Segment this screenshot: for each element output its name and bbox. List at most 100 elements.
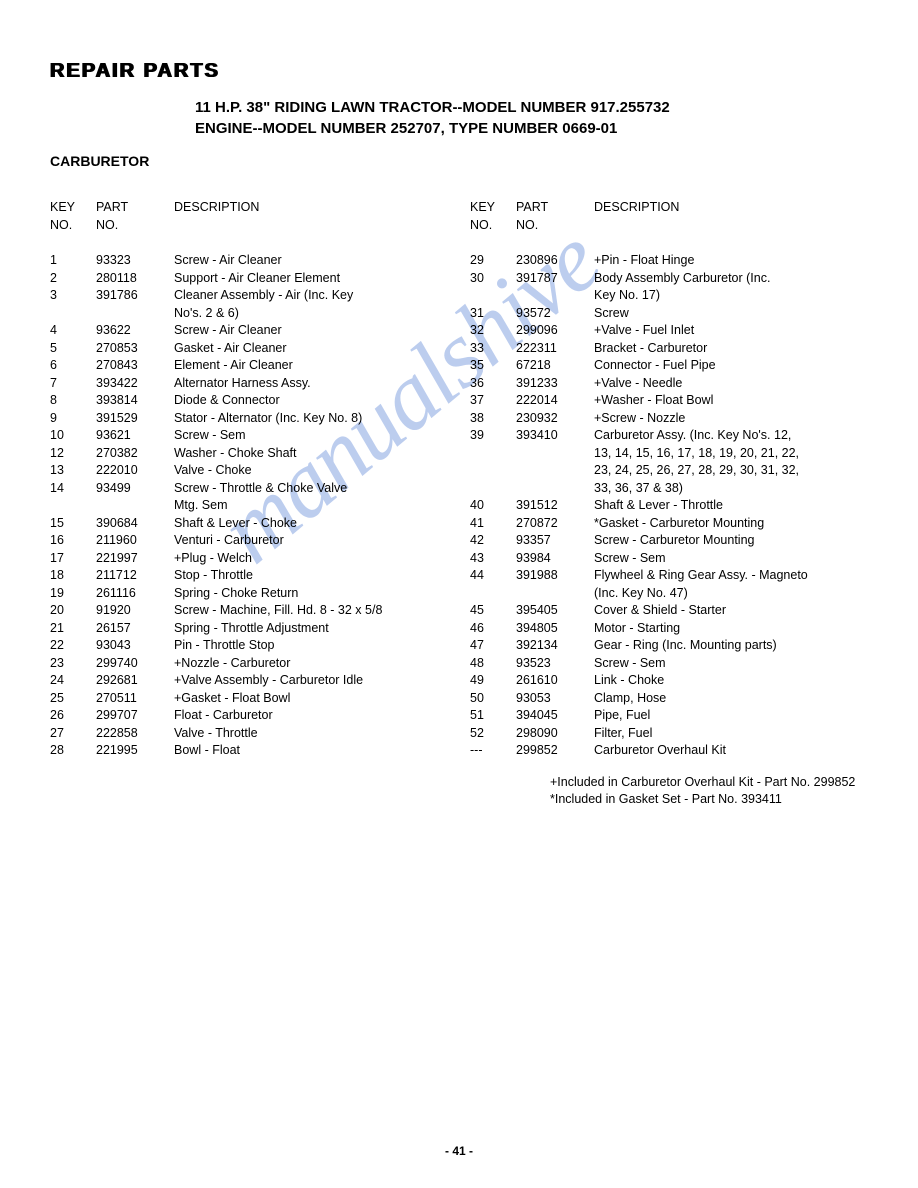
right-parts-table: KEYNO. PARTNO. DESCRIPTION 29230896+Pin …	[470, 199, 816, 760]
cell-keyno: 14	[50, 480, 96, 498]
table-row: 4893523Screw - Sem	[470, 655, 816, 673]
cell-keyno: 32	[470, 322, 516, 340]
cell-desc: +Gasket - Float Bowl	[174, 690, 390, 708]
table-row: 32299096+Valve - Fuel Inlet	[470, 322, 816, 340]
cell-partno: 292681	[96, 672, 174, 690]
cell-partno: 211960	[96, 532, 174, 550]
table-row: 193323Screw - Air Cleaner	[50, 252, 390, 270]
cell-keyno: 40	[470, 497, 516, 515]
cell-desc: Mtg. Sem	[174, 497, 390, 515]
table-row: 23, 24, 25, 26, 27, 28, 29, 30, 31, 32,	[470, 462, 816, 480]
cell-desc: Pipe, Fuel	[594, 707, 816, 725]
header-desc: DESCRIPTION	[594, 199, 816, 252]
cell-desc: Screw - Machine, Fill. Hd. 8 - 32 x 5/8	[174, 602, 390, 620]
cell-desc: No's. 2 & 6)	[174, 305, 390, 323]
cell-desc: Body Assembly Carburetor (Inc.	[594, 270, 816, 288]
main-title: REPAIR PARTS	[50, 60, 868, 83]
table-row: 38230932+Screw - Nozzle	[470, 410, 816, 428]
cell-desc: +Nozzle - Carburetor	[174, 655, 390, 673]
cell-partno: 393814	[96, 392, 174, 410]
table-row: 7393422Alternator Harness Assy.	[50, 375, 390, 393]
cell-keyno: 45	[470, 602, 516, 620]
cell-partno: 93357	[516, 532, 594, 550]
sub-header-line2: ENGINE--MODEL NUMBER 252707, TYPE NUMBER…	[195, 118, 868, 139]
table-row: 25270511+Gasket - Float Bowl	[50, 690, 390, 708]
cell-partno	[516, 287, 594, 305]
cell-keyno	[470, 462, 516, 480]
page-number: - 41 -	[0, 1144, 918, 1158]
cell-partno: 261116	[96, 585, 174, 603]
cell-keyno: 21	[50, 620, 96, 638]
cell-partno: 26157	[96, 620, 174, 638]
cell-partno: 93984	[516, 550, 594, 568]
cell-partno: 270382	[96, 445, 174, 463]
cell-desc: +Valve - Fuel Inlet	[594, 322, 816, 340]
cell-keyno: 33	[470, 340, 516, 358]
header-partno: PARTNO.	[516, 199, 594, 252]
table-row: 9391529Stator - Alternator (Inc. Key No.…	[50, 410, 390, 428]
cell-keyno: 25	[50, 690, 96, 708]
cell-partno: 230896	[516, 252, 594, 270]
cell-partno: 270872	[516, 515, 594, 533]
cell-keyno: 50	[470, 690, 516, 708]
cell-desc: +Pin - Float Hinge	[594, 252, 816, 270]
cell-partno: 93323	[96, 252, 174, 270]
cell-partno: 280118	[96, 270, 174, 288]
cell-desc: Valve - Choke	[174, 462, 390, 480]
table-row: 40391512Shaft & Lever - Throttle	[470, 497, 816, 515]
cell-partno: 222014	[516, 392, 594, 410]
cell-desc: Valve - Throttle	[174, 725, 390, 743]
cell-desc: Stator - Alternator (Inc. Key No. 8)	[174, 410, 390, 428]
table-row: 8393814Diode & Connector	[50, 392, 390, 410]
cell-desc: Connector - Fuel Pipe	[594, 357, 816, 375]
cell-partno	[516, 585, 594, 603]
table-row: 39393410Carburetor Assy. (Inc. Key No's.…	[470, 427, 816, 445]
table-row: 19261116Spring - Choke Return	[50, 585, 390, 603]
right-column: KEYNO. PARTNO. DESCRIPTION 29230896+Pin …	[470, 199, 868, 809]
cell-partno: 67218	[516, 357, 594, 375]
cell-keyno: 15	[50, 515, 96, 533]
table-row: 3567218Connector - Fuel Pipe	[470, 357, 816, 375]
table-row: 2126157Spring - Throttle Adjustment	[50, 620, 390, 638]
table-row: 36391233+Valve - Needle	[470, 375, 816, 393]
cell-keyno: ---	[470, 742, 516, 760]
cell-partno: 221995	[96, 742, 174, 760]
cell-partno: 299852	[516, 742, 594, 760]
table-row: 23299740+Nozzle - Carburetor	[50, 655, 390, 673]
cell-partno: 93523	[516, 655, 594, 673]
table-row: 30391787Body Assembly Carburetor (Inc.	[470, 270, 816, 288]
cell-partno: 391988	[516, 567, 594, 585]
cell-partno: 391529	[96, 410, 174, 428]
cell-keyno: 48	[470, 655, 516, 673]
cell-keyno: 26	[50, 707, 96, 725]
cell-keyno: 2	[50, 270, 96, 288]
cell-keyno: 42	[470, 532, 516, 550]
table-row: 52298090Filter, Fuel	[470, 725, 816, 743]
table-row: 47392134Gear - Ring (Inc. Mounting parts…	[470, 637, 816, 655]
cell-partno: 298090	[516, 725, 594, 743]
table-row: No's. 2 & 6)	[50, 305, 390, 323]
cell-partno: 93622	[96, 322, 174, 340]
cell-keyno: 12	[50, 445, 96, 463]
cell-desc: Screw	[594, 305, 816, 323]
cell-keyno: 39	[470, 427, 516, 445]
cell-desc: +Screw - Nozzle	[594, 410, 816, 428]
table-row: 2293043Pin - Throttle Stop	[50, 637, 390, 655]
cell-keyno: 43	[470, 550, 516, 568]
table-row: 49261610Link - Choke	[470, 672, 816, 690]
table-row: 51394045Pipe, Fuel	[470, 707, 816, 725]
cell-partno: 93043	[96, 637, 174, 655]
cell-partno: 394045	[516, 707, 594, 725]
table-row: 4393984Screw - Sem	[470, 550, 816, 568]
table-row: 13, 14, 15, 16, 17, 18, 19, 20, 21, 22,	[470, 445, 816, 463]
cell-keyno: 47	[470, 637, 516, 655]
cell-keyno: 10	[50, 427, 96, 445]
cell-keyno: 35	[470, 357, 516, 375]
cell-keyno	[470, 585, 516, 603]
cell-desc: Shaft & Lever - Choke	[174, 515, 390, 533]
header-desc: DESCRIPTION	[174, 199, 390, 252]
cell-desc: Shaft & Lever - Throttle	[594, 497, 816, 515]
cell-keyno: 38	[470, 410, 516, 428]
table-row: 37222014+Washer - Float Bowl	[470, 392, 816, 410]
cell-partno: 93053	[516, 690, 594, 708]
